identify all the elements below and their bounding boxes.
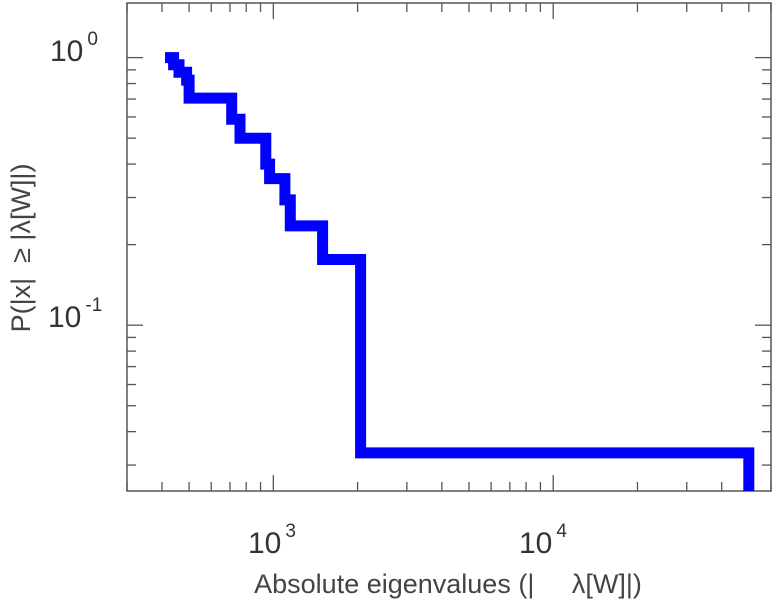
major-ticks	[127, 3, 771, 491]
x-tick-label-1e4: 10 4	[519, 521, 567, 560]
minor-ticks	[126, 3, 772, 491]
y-tick-label-1e-1: 10 -1	[48, 295, 102, 334]
series-layer	[165, 52, 755, 491]
plot-area	[126, 2, 772, 492]
y-axis-label: P(|x| ≥ |λ[W]|)	[6, 164, 36, 333]
x-axis-label: Absolute eigenvalues (| λ[W]|)	[254, 569, 642, 599]
x-tick-label-1e3: 10 3	[248, 521, 296, 560]
y-tick-label-1e0: 10 0	[50, 29, 98, 68]
series-line-0	[165, 52, 755, 491]
